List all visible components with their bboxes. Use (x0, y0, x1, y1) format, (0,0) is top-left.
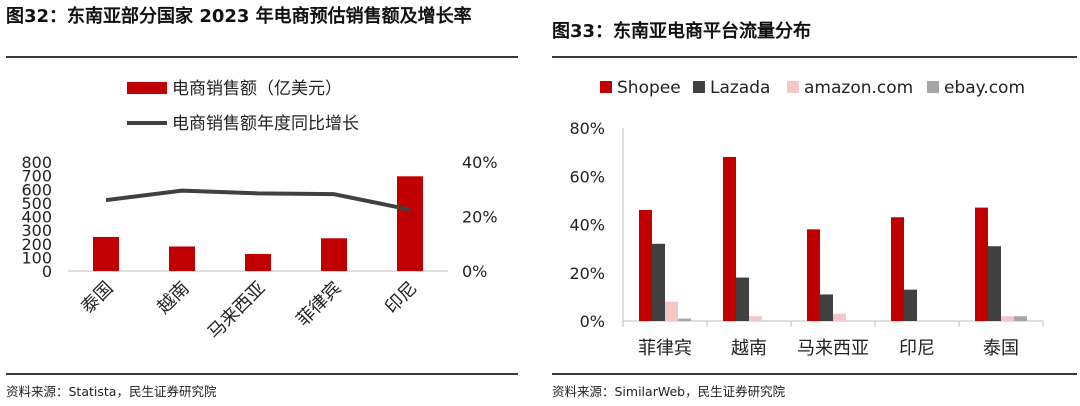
x-category-label: 印尼 (381, 278, 421, 318)
left-y-tick-label: 0 (42, 262, 52, 281)
bar-lazada (736, 277, 749, 321)
y-tick-label: 40% (569, 216, 605, 235)
left-chart: 电商销售额（亿美元） 电商销售额年度同比增长 0100200300400500600… (21, 79, 498, 344)
bar-shopee (975, 207, 988, 321)
bar-ebay-com (678, 318, 691, 321)
right-y-tick-label: 40% (462, 153, 498, 172)
bar-amazon-com (665, 301, 678, 321)
x-category-label: 泰国 (983, 338, 1019, 359)
left-source: 资料来源：Statista，民生证券研究院 (6, 384, 217, 399)
right-panel: 图33：东南亚电商平台流量分布 Shopee Lazada amazon.com eb… (550, 0, 1080, 406)
right-chart: Shopee Lazada amazon.com ebay.com 0% 20% 40% 60… (569, 78, 1044, 359)
x-category-label: 菲律宾 (638, 338, 692, 359)
sales-bar (93, 236, 119, 271)
sales-bar (169, 246, 195, 271)
y-tick-label: 60% (569, 167, 605, 186)
right-chart-title: 图33：东南亚电商平台流量分布 (552, 21, 812, 42)
bar-shopee (807, 229, 820, 321)
bar-amazon-com (749, 316, 762, 321)
legend-swatch-amazon-com (787, 81, 799, 93)
bar-lazada (652, 243, 665, 321)
x-category-label: 菲律宾 (293, 278, 346, 331)
bar-ebay-com (1014, 316, 1027, 321)
left-footer-rule (6, 373, 518, 375)
legend-label-amazon-com: amazon.com (804, 78, 913, 98)
legend-label-growth: 电商销售额年度同比增长 (172, 114, 359, 134)
legend-label-sales: 电商销售额（亿美元） (172, 79, 342, 99)
right-title-rule (552, 56, 1077, 58)
x-category-label: 马来西亚 (204, 278, 270, 344)
left-y-tick-label: 100 (21, 248, 52, 267)
x-category-label: 泰国 (77, 278, 117, 318)
y-tick-label: 0% (580, 312, 605, 331)
left-y-tick-label: 600 (21, 180, 52, 199)
right-footer-rule (552, 373, 1077, 375)
legend-label-ebay-com: ebay.com (944, 78, 1025, 98)
left-chart-title: 图32：东南亚部分国家 2023 年电商预估销售额及增长率 (6, 6, 472, 27)
bar-amazon-com (1001, 316, 1014, 321)
left-y-tick-label: 700 (21, 167, 52, 186)
growth-line (105, 188, 411, 212)
sales-bar (245, 253, 271, 271)
legend-swatch-lazada (693, 81, 705, 93)
y-tick-label: 20% (569, 264, 605, 283)
legend-swatch-sales (127, 82, 167, 94)
right-y-tick-label: 0% (462, 262, 487, 281)
x-category-label: 马来西亚 (797, 338, 869, 359)
left-y-tick-label: 500 (21, 194, 52, 213)
left-y-tick-label: 300 (21, 221, 52, 240)
y-tick-label: 80% (569, 119, 605, 138)
right-y-tick-label: 20% (462, 208, 498, 227)
bar-lazada (820, 294, 833, 321)
right-source: 资料来源：SimilarWeb，民生证券研究院 (552, 384, 786, 399)
left-panel: 图32：东南亚部分国家 2023 年电商预估销售额及增长率 电商销售额（亿美元）… (0, 0, 520, 406)
left-title-rule (6, 56, 518, 58)
left-y-tick-label: 800 (21, 153, 52, 172)
x-category-label: 印尼 (899, 338, 935, 359)
bar-lazada (988, 246, 1001, 321)
bar-lazada (904, 289, 917, 321)
legend-swatch-shopee (600, 81, 612, 93)
bar-shopee (723, 156, 736, 321)
bar-shopee (639, 210, 652, 321)
left-y-tick-label: 200 (21, 235, 52, 254)
sales-bar (321, 238, 347, 271)
left-y-tick-label: 400 (21, 208, 52, 227)
bar-shopee (891, 217, 904, 321)
sales-bar (397, 176, 423, 271)
bar-amazon-com (833, 313, 846, 321)
legend-swatch-ebay-com (927, 81, 939, 93)
legend-label-lazada: Lazada (710, 78, 770, 98)
x-category-label: 越南 (153, 278, 193, 318)
legend-label-shopee: Shopee (617, 78, 681, 98)
x-category-label: 越南 (731, 338, 767, 359)
